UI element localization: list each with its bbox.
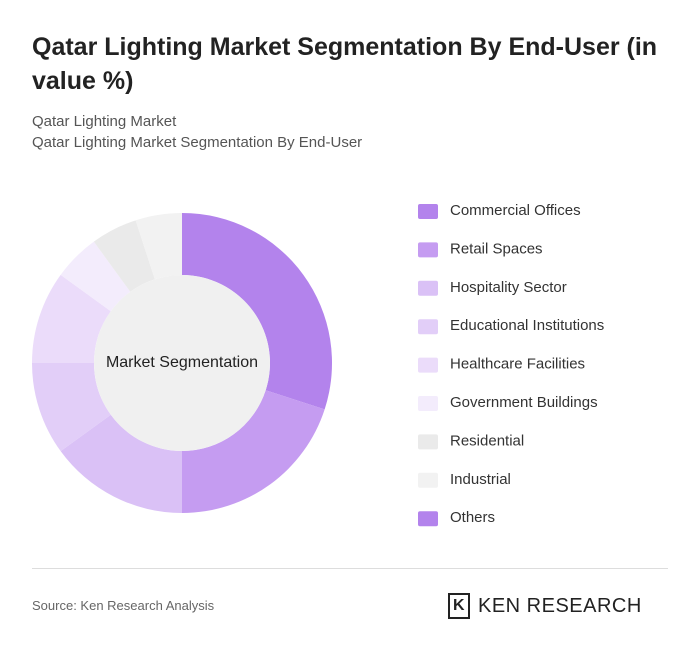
legend-swatch bbox=[418, 511, 438, 527]
subtitle: Qatar Lighting Market bbox=[32, 113, 177, 130]
legend-swatch bbox=[418, 204, 438, 219]
legend-label: Healthcare Facilities bbox=[450, 356, 585, 373]
donut-hole bbox=[94, 275, 270, 451]
center-label: Market Segmentation bbox=[106, 354, 258, 371]
donut-slice bbox=[93, 220, 155, 292]
legend-swatch bbox=[418, 472, 438, 488]
donut-slice bbox=[32, 274, 111, 363]
legend-swatch bbox=[418, 434, 438, 450]
legend-swatch bbox=[418, 357, 438, 373]
legend-swatch bbox=[418, 242, 438, 258]
subtitle: Qatar Lighting Market Segmentation By En… bbox=[32, 134, 363, 151]
legend-label: Retail Spaces bbox=[450, 240, 543, 257]
legend-label: Commercial Offices bbox=[450, 202, 581, 219]
legend-label: Industrial bbox=[450, 471, 511, 488]
source: Source: Ken Research Analysis bbox=[32, 598, 215, 613]
legend-label: Educational Institutions bbox=[450, 317, 604, 334]
donut-slice bbox=[32, 363, 111, 452]
legend-label: Hospitality Sector bbox=[450, 279, 567, 296]
chart-title: Qatar Lighting Market Segmentation By En… bbox=[32, 33, 658, 95]
donut-slice bbox=[135, 213, 182, 280]
logo: K bbox=[448, 593, 470, 619]
donut-slice bbox=[182, 213, 332, 410]
legend-label: Others bbox=[450, 509, 495, 526]
brand-name: KEN RESEARCH bbox=[478, 594, 642, 617]
donut-slice bbox=[60, 241, 131, 312]
legend-swatch bbox=[418, 396, 438, 411]
legend-label: Government Buildings bbox=[450, 394, 598, 411]
legend-swatch bbox=[418, 319, 438, 335]
donut-slice bbox=[60, 414, 183, 513]
divider bbox=[32, 568, 668, 569]
legend-swatch bbox=[418, 280, 438, 296]
donut-slice bbox=[182, 390, 325, 513]
legend-label: Residential bbox=[450, 432, 524, 449]
brand: K KEN RESEARCH bbox=[448, 593, 642, 619]
